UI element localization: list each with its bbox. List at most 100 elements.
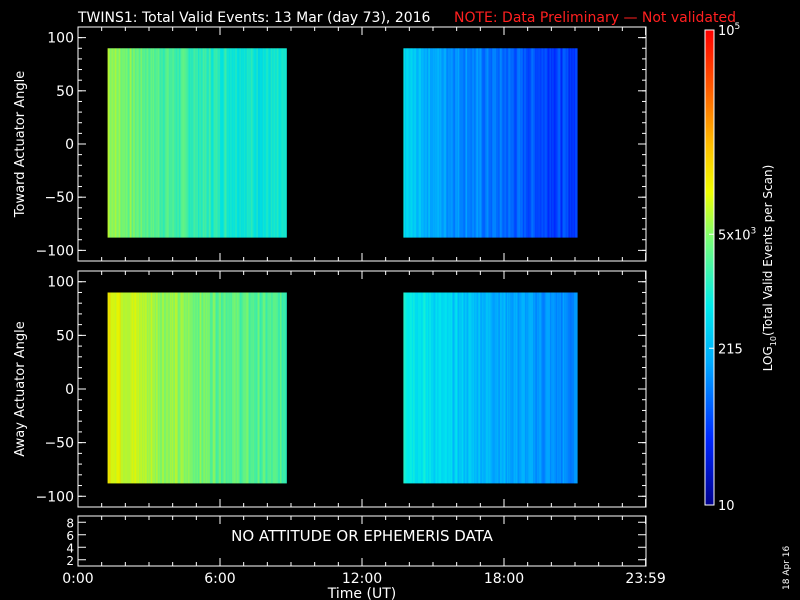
colorbar-step <box>705 236 714 238</box>
colorbar-step <box>705 404 714 406</box>
colorbar-step <box>705 457 714 459</box>
colorbar-step <box>705 193 714 195</box>
toward-block-1-column <box>213 48 215 238</box>
away-block-1-column <box>212 292 214 484</box>
away-ytick-label: 0 <box>65 382 74 398</box>
away-block-1-column <box>284 292 286 484</box>
away-block-1-column <box>194 292 196 484</box>
away-block-1-column <box>268 292 270 484</box>
colorbar-step <box>705 436 714 438</box>
colorbar-step <box>705 248 714 250</box>
toward-block-1-column <box>120 48 122 238</box>
toward-block-2-column <box>513 48 515 238</box>
toward-block-2-column <box>538 48 540 238</box>
away-block-2-column <box>416 292 418 484</box>
colorbar-step <box>705 469 714 471</box>
away-block-2-column <box>539 292 541 484</box>
colorbar-step <box>705 143 714 145</box>
colorbar-step <box>705 165 714 167</box>
colorbar-step <box>705 238 714 240</box>
toward-block-1-column <box>136 48 138 238</box>
away-block-2-column <box>511 292 513 484</box>
colorbar-step <box>705 406 714 408</box>
away-block-1-column <box>236 292 238 484</box>
toward-block-2-column <box>428 48 430 238</box>
away-block-1-column <box>214 292 216 484</box>
away-block-1-column <box>211 292 213 484</box>
away-block-1-column <box>165 292 167 484</box>
toward-block-2-column <box>565 48 567 238</box>
toward-block-1-column <box>247 48 249 238</box>
away-block-1-column <box>116 292 118 484</box>
toward-block-1-column <box>184 48 186 238</box>
colorbar-step <box>705 365 714 367</box>
away-block-2-column <box>550 292 552 484</box>
toward-block-2-column <box>427 48 429 238</box>
toward-block-1-column <box>177 48 179 238</box>
toward-block-2-column <box>571 48 573 238</box>
colorbar-step <box>705 374 714 376</box>
away-block-2-column <box>527 292 529 484</box>
away-block-1-column <box>227 292 229 484</box>
toward-block-1-column <box>115 48 117 238</box>
colorbar-step <box>705 431 714 433</box>
colorbar-step <box>705 339 714 341</box>
away-block-2-column <box>548 292 550 484</box>
toward-block-2-column <box>415 48 417 238</box>
toward-block-2-column <box>545 48 547 238</box>
toward-block-2-column <box>430 48 432 238</box>
colorbar-step <box>705 199 714 201</box>
colorbar-step <box>705 68 714 70</box>
xtick-label: 6:00 <box>204 571 235 587</box>
toward-block-1-column <box>255 48 257 238</box>
toward-block-2-column <box>403 48 405 238</box>
colorbar-step <box>705 443 714 445</box>
colorbar-step <box>705 112 714 114</box>
toward-block-2-column <box>426 48 428 238</box>
toward-block-2-column <box>471 48 473 238</box>
away-block-2-column <box>545 292 547 484</box>
colorbar-step <box>705 42 714 44</box>
colorbar-step <box>705 272 714 274</box>
away-block-1-column <box>206 292 208 484</box>
xtick-label: 23:59 <box>625 571 665 587</box>
toward-block-1 <box>107 48 287 238</box>
away-block-1-column <box>285 292 287 484</box>
colorbar-step <box>705 208 714 210</box>
colorbar-step <box>705 79 714 81</box>
toward-block-2-column <box>482 48 484 238</box>
colorbar-step <box>705 347 714 349</box>
away-block-1-column <box>193 292 195 484</box>
colorbar-step <box>705 228 714 230</box>
xaxis-label: Time (UT) <box>327 586 396 600</box>
away-block-2-column <box>530 292 532 484</box>
toward-block-1-column <box>231 48 233 238</box>
colorbar-step <box>705 37 714 39</box>
toward-block-2-column <box>489 48 491 238</box>
away-block-1-column <box>246 292 248 484</box>
away-ytick-label: 100 <box>47 275 74 291</box>
colorbar-step <box>705 71 714 73</box>
away-block-1-column <box>216 292 218 484</box>
toward-block-1-column <box>277 48 279 238</box>
colorbar-step <box>705 94 714 96</box>
toward-block-1-column <box>109 48 111 238</box>
colorbar-step <box>705 149 714 151</box>
toward-block-1-column <box>171 48 173 238</box>
away-block-2-column <box>562 292 564 484</box>
colorbar-step <box>705 46 714 48</box>
colorbar-step <box>705 187 714 189</box>
colorbar-step <box>705 492 714 494</box>
colorbar-step <box>705 266 714 268</box>
away-block-1-column <box>185 292 187 484</box>
colorbar-step <box>705 445 714 447</box>
colorbar-step <box>705 232 714 234</box>
toward-block-1-column <box>142 48 144 238</box>
away-block-2-column <box>570 292 572 484</box>
colorbar-step <box>705 395 714 397</box>
away-block-1-column <box>138 292 140 484</box>
colorbar-step <box>705 132 714 134</box>
away-block-1-column <box>161 292 163 484</box>
colorbar-step <box>705 160 714 162</box>
away-block-1-column <box>242 292 244 484</box>
